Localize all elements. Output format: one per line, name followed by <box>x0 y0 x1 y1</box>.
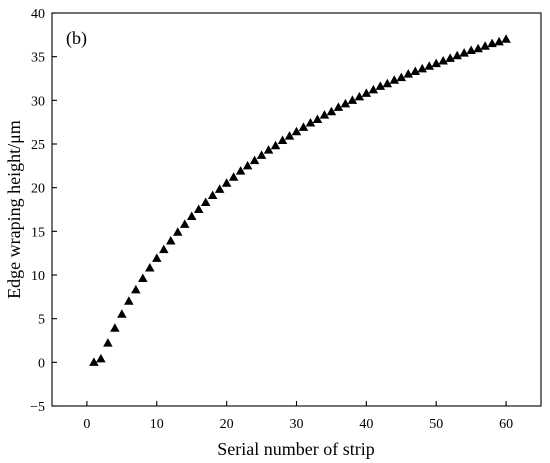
data-point-triangle <box>179 219 190 228</box>
data-point-triangle <box>138 273 148 282</box>
data-point-triangle <box>424 61 434 70</box>
data-point-triangle <box>145 263 155 272</box>
data-point-triangle <box>347 95 358 104</box>
y-tick-label: −5 <box>30 400 45 415</box>
data-point-triangle <box>480 41 490 50</box>
data-point-triangle <box>410 66 421 76</box>
data-point-triangle <box>417 63 427 73</box>
y-axis-label: Edge wraping height/μm <box>4 120 24 299</box>
x-tick-label: 60 <box>499 417 513 432</box>
data-point-triangle <box>193 204 204 213</box>
data-point-triangle <box>319 110 330 119</box>
data-point-triangle <box>466 45 476 55</box>
y-tick-label: 35 <box>31 51 45 66</box>
data-point-triangle <box>291 126 302 136</box>
data-point-triangle <box>501 34 511 43</box>
data-point-triangle <box>333 102 344 111</box>
data-point-triangle <box>159 244 169 254</box>
y-tick-label: 25 <box>31 138 45 153</box>
data-point-triangle <box>298 122 309 131</box>
y-axis: −5 0 5 10 15 20 25 30 35 40 <box>30 7 57 415</box>
data-point-triangle <box>249 155 260 165</box>
data-point-triangle <box>452 50 462 60</box>
data-point-triangle <box>207 190 218 200</box>
data-point-triangle <box>89 357 99 366</box>
data-point-triangle <box>256 150 267 159</box>
data-point-triangle <box>494 36 504 46</box>
data-point-triangle <box>235 166 246 175</box>
data-point-triangle <box>117 309 127 318</box>
data-point-triangle <box>326 106 337 116</box>
data-point-triangle <box>96 353 106 363</box>
data-point-triangle <box>103 338 113 347</box>
data-point-triangle <box>186 211 197 220</box>
data-point-triangle <box>396 72 407 82</box>
data-point-triangle <box>459 48 469 57</box>
y-tick-label: 10 <box>31 269 45 284</box>
x-tick-label: 10 <box>150 417 164 432</box>
data-point-triangle <box>131 284 141 294</box>
x-tick-label: 30 <box>290 417 304 432</box>
y-tick-label: 40 <box>31 7 45 22</box>
x-tick-label: 40 <box>359 417 373 432</box>
data-point-triangle <box>487 38 497 48</box>
data-point-triangle <box>166 235 176 245</box>
y-tick-label: 30 <box>31 94 45 109</box>
data-point-triangle <box>152 253 162 262</box>
y-tick-label: 5 <box>38 313 45 328</box>
data-point-triangle <box>368 84 379 94</box>
x-axis: 0 10 20 30 40 50 60 <box>83 401 513 432</box>
data-point-triangle <box>375 81 386 90</box>
data-point-triangle <box>214 184 225 193</box>
panel-label: (b) <box>66 28 87 49</box>
data-point-triangle <box>284 131 295 140</box>
data-point-triangle <box>438 56 448 65</box>
data-point-triangle <box>172 227 183 236</box>
x-axis-label: Serial number of strip <box>217 439 374 459</box>
y-tick-label: 15 <box>31 225 45 240</box>
y-tick-label: 0 <box>38 356 45 371</box>
data-point-triangle <box>242 160 253 170</box>
plot-frame <box>51 12 542 407</box>
data-point-triangle <box>431 58 441 68</box>
data-point-triangle <box>354 91 365 101</box>
data-series <box>89 34 511 366</box>
data-point-triangle <box>305 118 316 127</box>
x-tick-label: 20 <box>220 417 234 432</box>
data-point-triangle <box>382 78 393 88</box>
data-point-triangle <box>389 75 400 84</box>
data-point-triangle <box>312 114 323 124</box>
data-point-triangle <box>340 98 351 108</box>
data-point-triangle <box>124 296 134 305</box>
x-tick-label: 50 <box>429 417 443 432</box>
data-point-triangle <box>361 88 372 97</box>
x-tick-label: 0 <box>83 417 90 432</box>
data-point-triangle <box>445 53 455 62</box>
data-point-triangle <box>270 140 281 150</box>
data-point-triangle <box>221 178 232 187</box>
data-point-triangle <box>263 145 274 154</box>
data-point-triangle <box>473 43 483 53</box>
data-point-triangle <box>403 69 414 78</box>
y-tick-label: 20 <box>31 182 45 197</box>
data-point-triangle <box>110 323 120 332</box>
data-point-triangle <box>200 197 211 207</box>
data-point-triangle <box>277 135 288 145</box>
data-point-triangle <box>228 172 239 181</box>
